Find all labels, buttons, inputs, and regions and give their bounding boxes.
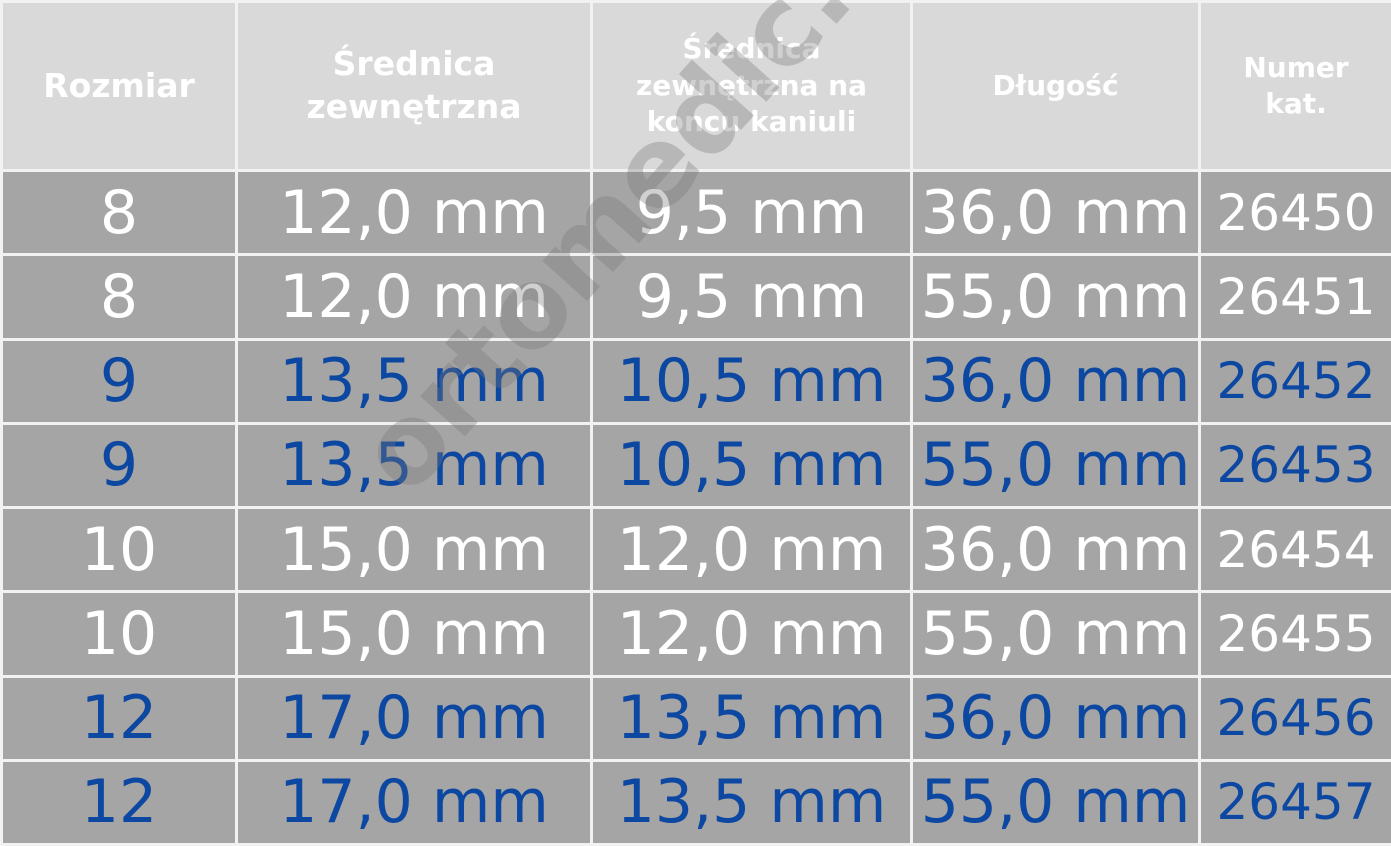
outer-diameter-cell: 13,5 mm [235, 337, 593, 425]
outer-diameter-cell: 15,0 mm [235, 505, 593, 594]
outer-diameter-cell: 13,5 mm [235, 421, 593, 510]
table-row: 10 15,0 mm 12,0 mm 55,0 mm 26455 [0, 590, 1391, 678]
table-row: 8 12,0 mm 9,5 mm 55,0 mm 26451 [0, 253, 1391, 341]
outer-diameter-cell: 15,0 mm [235, 590, 593, 678]
size-cell: 8 [0, 253, 238, 341]
tip-diameter-cell: 13,5 mm [590, 758, 913, 846]
tip-diameter-cell: 12,0 mm [590, 590, 913, 678]
length-cell: 55,0 mm [910, 421, 1201, 510]
tip-diameter-cell: 12,0 mm [590, 505, 913, 594]
catalog-number-cell: 26453 [1198, 421, 1391, 510]
table-row: 12 17,0 mm 13,5 mm 55,0 mm 26457 [0, 758, 1391, 846]
outer-diameter-cell: 12,0 mm [235, 253, 593, 341]
tip-diameter-cell: 10,5 mm [590, 421, 913, 510]
catalog-number-cell: 26452 [1198, 337, 1391, 425]
tip-diameter-cell: 10,5 mm [590, 337, 913, 425]
length-cell: 55,0 mm [910, 590, 1201, 678]
outer-diameter-cell: 17,0 mm [235, 674, 593, 762]
catalog-number-cell: 26451 [1198, 253, 1391, 341]
catalog-number-cell: 26454 [1198, 505, 1391, 594]
outer-diameter-cell: 12,0 mm [235, 168, 593, 257]
size-cell: 8 [0, 168, 238, 257]
size-cell: 9 [0, 421, 238, 510]
table-row: 10 15,0 mm 12,0 mm 36,0 mm 26454 [0, 505, 1391, 594]
header-row: Rozmiar Średnica zewnętrzna Średnica zew… [0, 0, 1391, 172]
table-row: 12 17,0 mm 13,5 mm 36,0 mm 26456 [0, 674, 1391, 762]
header-length: Długość [910, 0, 1201, 172]
size-cell: 9 [0, 337, 238, 425]
length-cell: 55,0 mm [910, 253, 1201, 341]
catalog-number-cell: 26456 [1198, 674, 1391, 762]
length-cell: 36,0 mm [910, 505, 1201, 594]
length-cell: 55,0 mm [910, 758, 1201, 846]
header-outer-diameter: Średnica zewnętrzna [235, 0, 593, 172]
size-cell: 12 [0, 674, 238, 762]
catalog-number-cell: 26455 [1198, 590, 1391, 678]
size-cell: 10 [0, 505, 238, 594]
size-cell: 10 [0, 590, 238, 678]
catalog-number-cell: 26457 [1198, 758, 1391, 846]
length-cell: 36,0 mm [910, 674, 1201, 762]
header-size: Rozmiar [0, 0, 238, 172]
length-cell: 36,0 mm [910, 168, 1201, 257]
header-tip-diameter: Średnica zewnętrzna na koncu kaniuli [590, 0, 913, 172]
tip-diameter-cell: 9,5 mm [590, 253, 913, 341]
header-catalog-number: Numer kat. [1198, 0, 1391, 172]
tip-diameter-cell: 9,5 mm [590, 168, 913, 257]
catalog-number-cell: 26450 [1198, 168, 1391, 257]
size-cell: 12 [0, 758, 238, 846]
table-row: 9 13,5 mm 10,5 mm 36,0 mm 26452 [0, 337, 1391, 425]
outer-diameter-cell: 17,0 mm [235, 758, 593, 846]
table-row: 8 12,0 mm 9,5 mm 36,0 mm 26450 [0, 168, 1391, 257]
length-cell: 36,0 mm [910, 337, 1201, 425]
tip-diameter-cell: 13,5 mm [590, 674, 913, 762]
table-row: 9 13,5 mm 10,5 mm 55,0 mm 26453 [0, 421, 1391, 510]
